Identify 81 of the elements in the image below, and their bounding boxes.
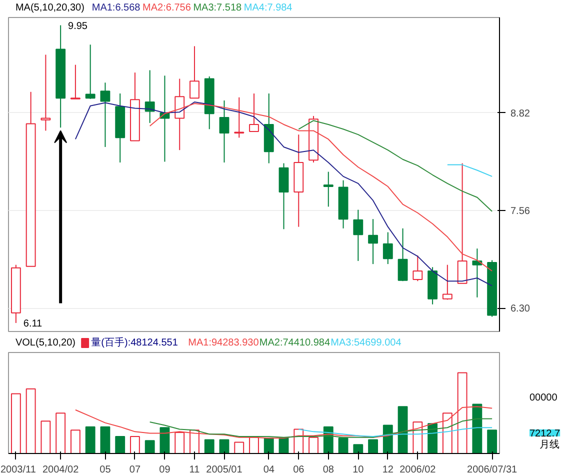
candlestick [144,70,155,124]
candlestick [40,54,51,132]
bar [398,406,408,454]
candlestick [412,255,423,282]
x-tick-label: 2003/11 [0,464,36,475]
legend-label: 量(百手):48124.551 [91,336,178,348]
candlestick [249,92,259,132]
text: 7212.7 [530,428,561,440]
bar [442,412,452,454]
text: MA3:54699.004 [330,338,402,348]
bar [338,438,348,454]
x-tick-label: 10 [352,464,364,475]
bar [85,426,96,454]
bar [204,439,214,454]
bar [382,424,393,454]
bar [190,430,200,454]
candlestick [219,100,230,163]
annotation: 6.11 [23,318,43,330]
x-tick-label: 08 [322,464,334,475]
candlestick [234,96,244,138]
x-tick-label: 04 [263,464,275,475]
bar [308,436,318,454]
bar [457,372,468,454]
candlestick [174,78,185,151]
bar [144,440,155,454]
candlestick [457,162,468,284]
bar [234,442,244,454]
bar [115,436,126,454]
bar [219,439,230,454]
candlestick [323,171,334,208]
x-tick-label: 05 [100,464,112,475]
text: 00000 [530,392,558,404]
bar [40,420,51,454]
candlestick [100,82,110,148]
text: MA1:94283.930 [188,338,260,348]
candlestick [190,46,200,99]
x-tick-label: 06 [293,464,305,475]
x-tick-label: 11 [189,464,200,475]
bar [70,430,80,454]
text: MA4:7.984 [244,2,293,14]
bar [56,412,66,454]
bar [130,436,140,454]
candlestick [368,218,378,265]
bar [100,426,110,454]
candlestick [85,44,96,100]
x-tick-label: 2006/07/31 [467,464,518,475]
text: MA2:74410.984 [259,338,330,348]
bar [487,430,498,454]
legend-title: MA(5,10,20,30) [15,2,84,14]
x-tick-label: 12 [382,464,394,475]
legend-title: VOL(5,10,20) [15,338,76,348]
y-tick-label: 8.82 [510,108,530,120]
bar [249,436,259,454]
annotation: 9.95 [68,20,88,32]
candlestick [382,232,393,265]
line-series [298,120,493,212]
candlestick [472,248,482,298]
candlestick [398,228,408,282]
y-tick-label: 6.30 [510,304,530,315]
bar [428,423,438,454]
bar [264,438,274,454]
bar [472,404,482,454]
x-tick-label: 2006/02 [400,464,436,475]
text: MA3:7.518 [193,2,242,14]
candlestick [353,209,364,262]
text: MA1:6.568 [92,2,141,14]
x-tick-label: 09 [159,464,171,475]
bar [368,439,378,454]
bar [10,393,21,454]
candlestick [70,64,80,100]
text: 月线 [540,438,560,450]
bar [26,388,36,454]
x-tick-label: 2004/02 [42,464,80,475]
x-tick-label: 07 [129,464,141,475]
x-tick-label: 2005/01 [206,464,243,475]
text: MA2:6.756 [142,2,192,14]
bar [160,427,170,454]
candlestick [442,264,452,300]
y-tick-label: 7.56 [510,206,530,218]
bar [174,432,185,454]
bar [353,444,364,454]
